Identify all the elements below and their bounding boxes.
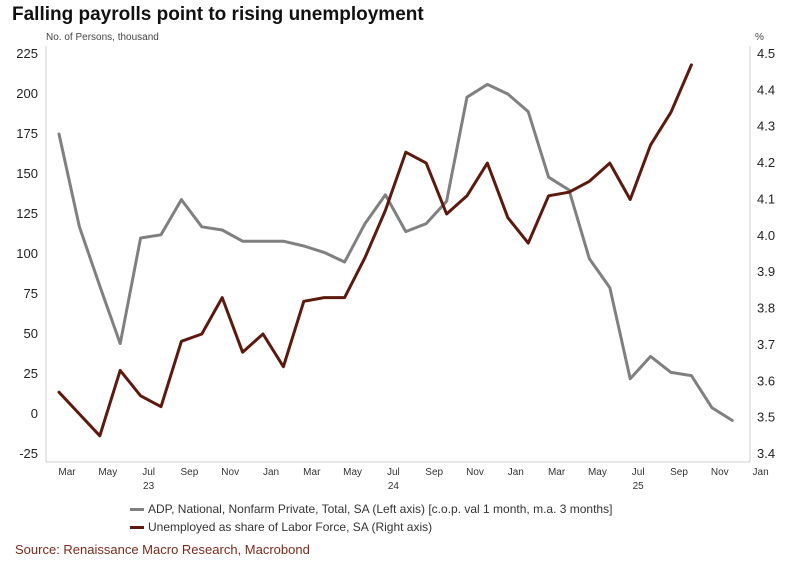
x-tick-label: May xyxy=(98,467,117,478)
legend-item-unemployment: Unemployed as share of Labor Force, SA (… xyxy=(130,518,612,536)
left-tick-label: 150 xyxy=(16,166,38,181)
x-tick-label: May xyxy=(588,467,607,478)
x-tick-label: Jul xyxy=(632,467,645,478)
x-tick-label: Jul xyxy=(142,467,155,478)
x-axis: Mar May Jul Sep Nov Jan Mar May Jul Sep Nov Jan Mar M… xyxy=(46,461,769,492)
right-tick-label: 3.4 xyxy=(757,446,775,461)
left-tick-label: 100 xyxy=(16,246,38,261)
x-tick-label: Mar xyxy=(58,467,76,478)
x-year-label: 25 xyxy=(633,481,645,492)
adp-payrolls-line xyxy=(57,82,734,422)
x-year-label: 24 xyxy=(388,481,400,492)
left-tick-label: 50 xyxy=(24,326,38,341)
legend-label-adp: ADP, National, Nonfarm Private, Total, S… xyxy=(148,502,613,516)
left-tick-label: 0 xyxy=(31,406,38,421)
unemployment-rate-line xyxy=(57,63,693,438)
chart-title: Falling payrolls point to rising unemplo… xyxy=(12,4,424,25)
x-tick-label: Sep xyxy=(670,467,688,478)
right-y-tick-labels: 4.5 4.4 4.3 4.2 4.1 4.0 3.9 3.8 3.7 3.6 3.5 3.4 xyxy=(757,46,775,461)
legend-item-adp: ADP, National, Nonfarm Private, Total, S… xyxy=(130,500,612,518)
x-tick-label: Nov xyxy=(221,467,239,478)
right-tick-label: 3.8 xyxy=(757,301,775,316)
x-tick-label: Jan xyxy=(753,467,769,478)
left-tick-label: 25 xyxy=(24,366,38,381)
x-tick-label: Nov xyxy=(466,467,484,478)
left-axis-label: No. of Persons, thousand xyxy=(46,32,159,43)
x-tick-label: May xyxy=(343,467,362,478)
x-tick-label: Sep xyxy=(181,467,199,478)
right-axis-label: % xyxy=(755,32,764,43)
legend-swatch-adp xyxy=(130,507,144,511)
right-tick-label: 4.1 xyxy=(757,191,775,206)
x-tick-label: Sep xyxy=(425,467,443,478)
left-tick-label: 175 xyxy=(16,126,38,141)
legend: ADP, National, Nonfarm Private, Total, S… xyxy=(130,500,612,536)
x-tick-label: Jan xyxy=(263,467,279,478)
left-y-tick-labels: 225 200 175 150 125 100 75 50 25 0 -25 xyxy=(16,46,38,461)
left-tick-label: 200 xyxy=(16,86,38,101)
series-lines xyxy=(57,63,734,438)
right-tick-label: 3.9 xyxy=(757,264,775,279)
x-tick-label: Mar xyxy=(303,467,321,478)
source-note: Source: Renaissance Macro Research, Macr… xyxy=(15,542,310,557)
x-tick-label: Jan xyxy=(508,467,524,478)
right-tick-label: 3.7 xyxy=(757,337,775,352)
legend-swatch-unemployment xyxy=(130,525,144,529)
right-tick-label: 3.5 xyxy=(757,410,775,425)
left-tick-label: 75 xyxy=(24,286,38,301)
x-tick-label: Mar xyxy=(548,467,566,478)
x-tick-label: Jul xyxy=(387,467,400,478)
right-tick-label: 4.0 xyxy=(757,228,775,243)
x-year-label: 23 xyxy=(143,481,155,492)
left-tick-label: 225 xyxy=(16,46,38,61)
right-tick-label: 4.4 xyxy=(757,82,775,97)
left-tick-label: -25 xyxy=(19,446,38,461)
left-tick-label: 125 xyxy=(16,206,38,221)
right-tick-label: 4.5 xyxy=(757,46,775,61)
right-tick-label: 4.3 xyxy=(757,119,775,134)
right-tick-label: 3.6 xyxy=(757,373,775,388)
x-tick-label: Nov xyxy=(711,467,729,478)
right-tick-label: 4.2 xyxy=(757,155,775,170)
legend-label-unemployment: Unemployed as share of Labor Force, SA (… xyxy=(148,520,433,534)
